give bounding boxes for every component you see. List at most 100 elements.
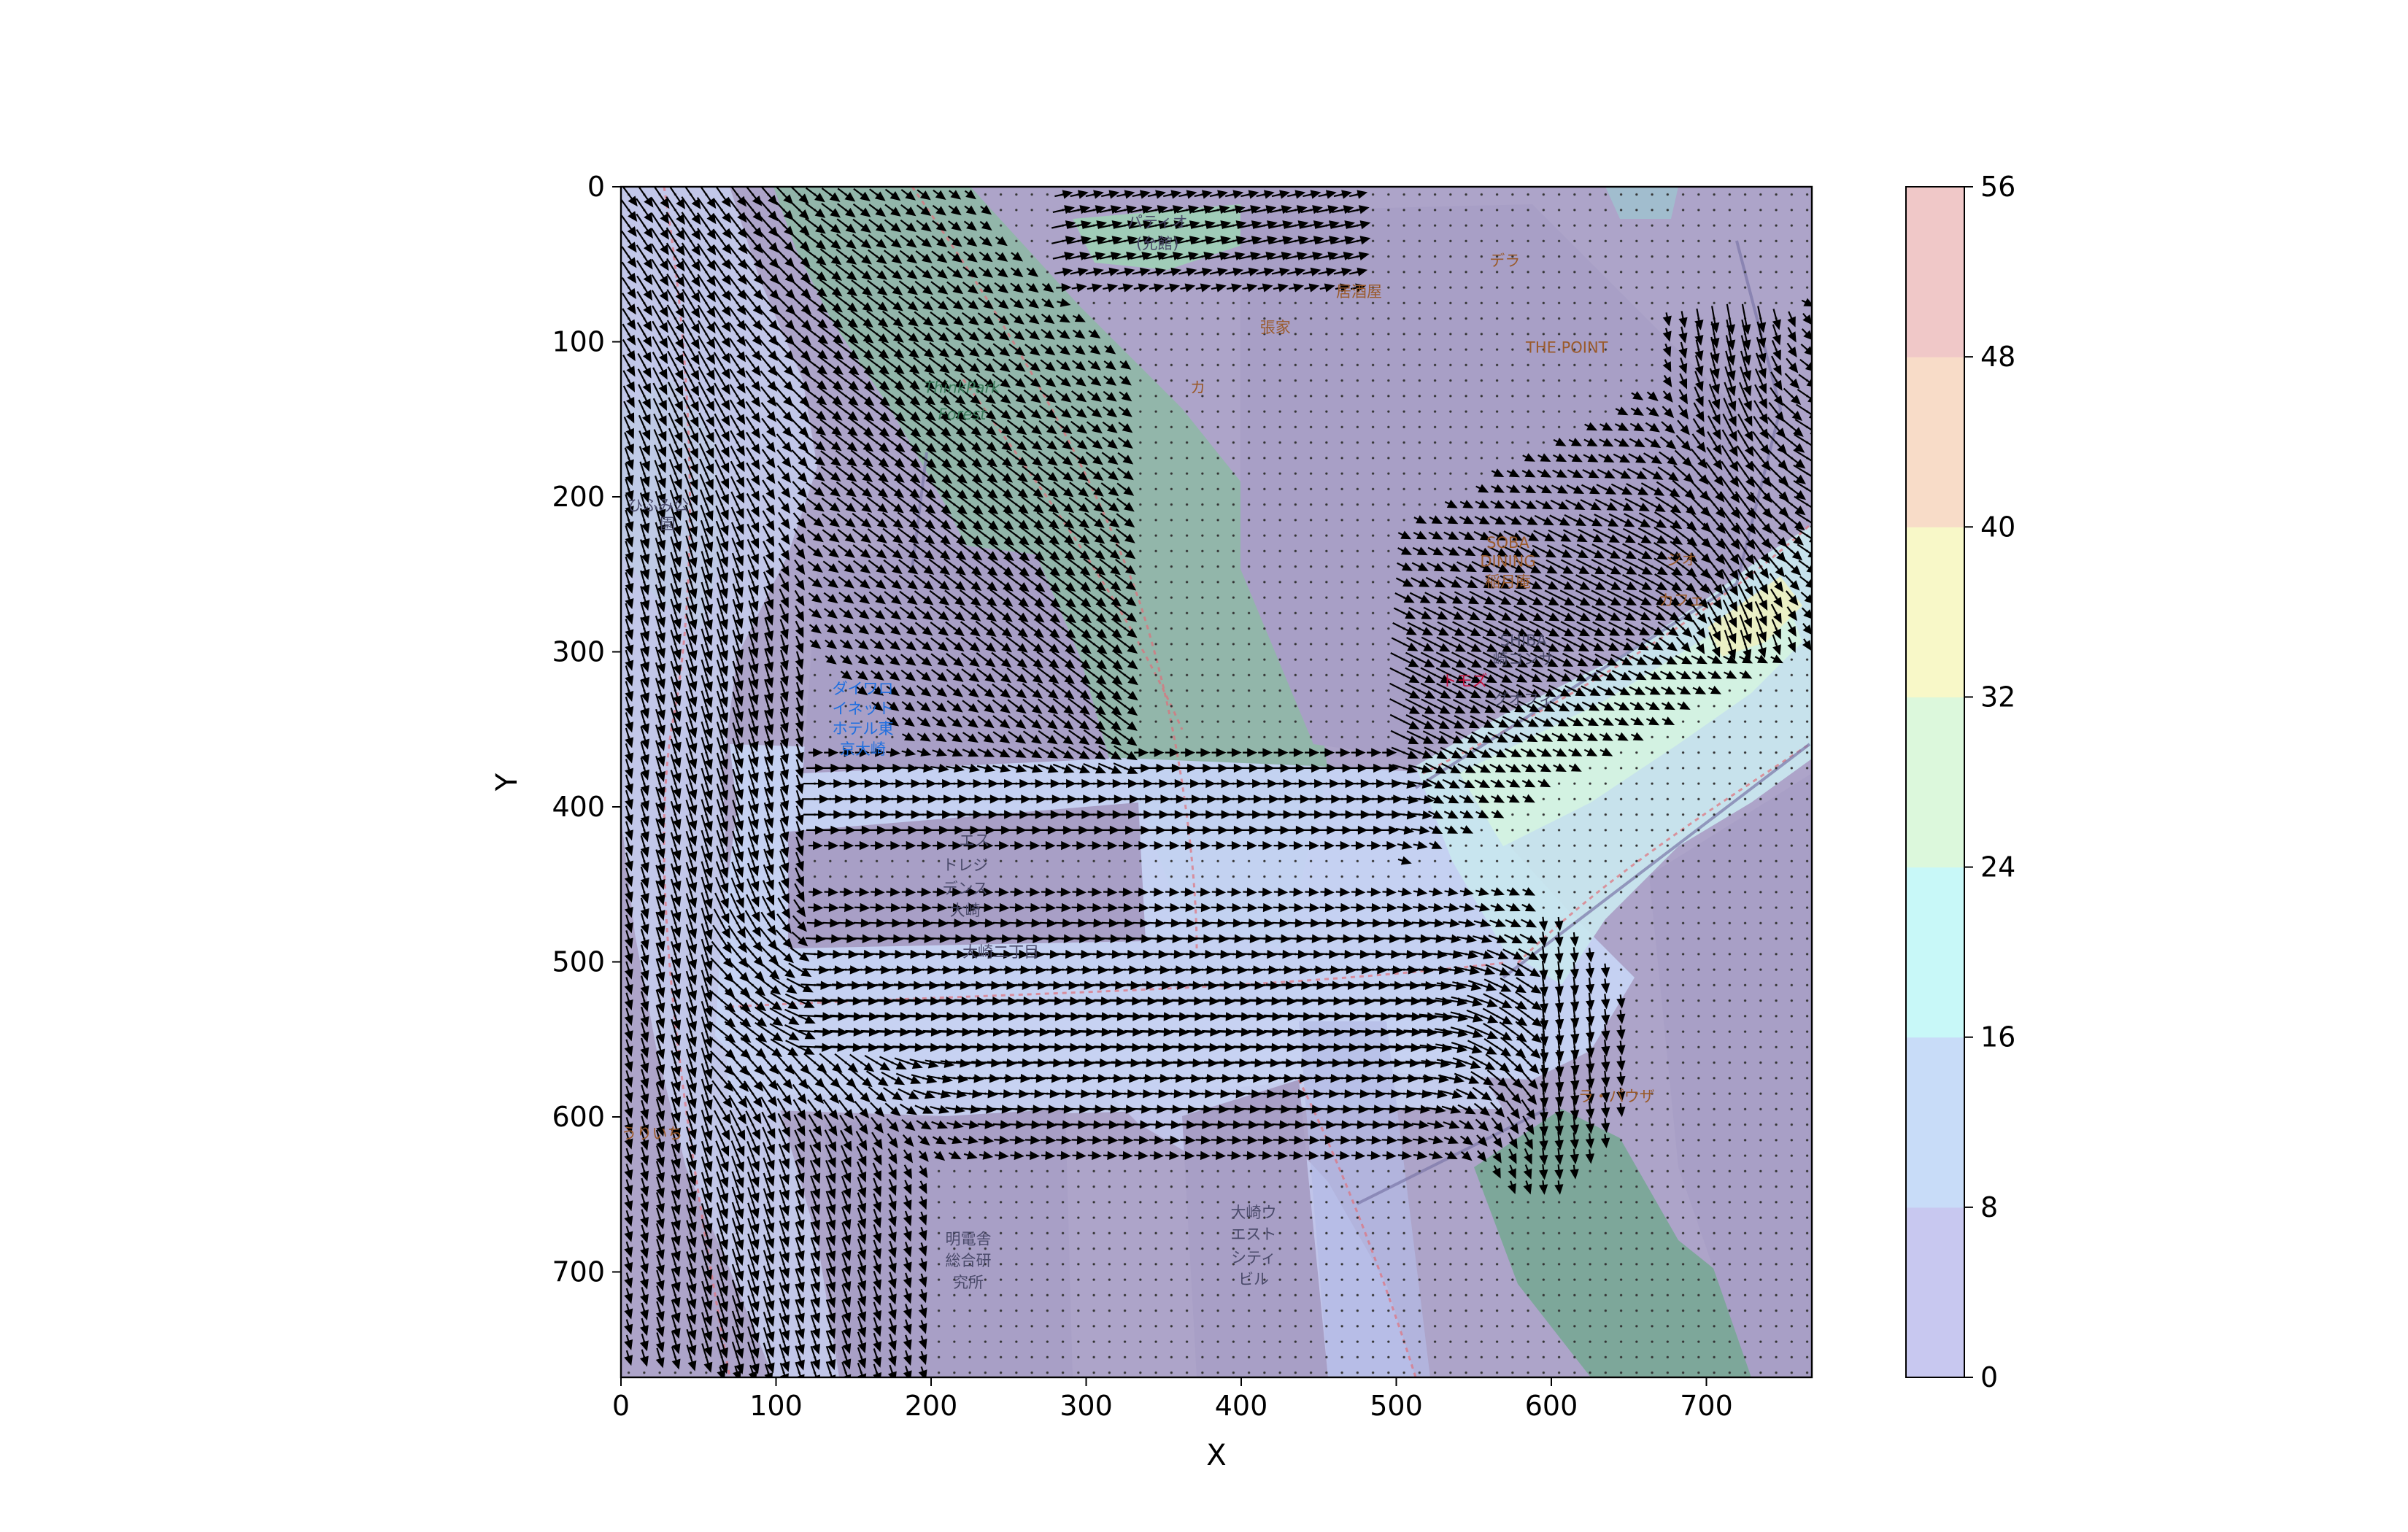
vector-arrow	[1519, 732, 1538, 743]
vector-arrow	[901, 1118, 916, 1131]
vector-arrow	[918, 1196, 927, 1210]
vector-arrow	[740, 1037, 767, 1059]
vector-arrow	[918, 1320, 927, 1334]
vector-arrow	[946, 296, 964, 310]
vector-arrow	[763, 786, 774, 813]
vector-arrow	[911, 448, 937, 468]
vector-arrow	[701, 1327, 713, 1358]
vector-arrow	[1554, 1180, 1564, 1195]
vector-arrow	[960, 357, 981, 374]
vector-arrow	[670, 878, 682, 908]
vector-arrow	[652, 352, 668, 380]
vector-arrow	[716, 659, 729, 692]
vector-arrow	[1485, 575, 1510, 589]
vector-arrow	[903, 1195, 912, 1211]
vector-arrow	[1517, 1052, 1540, 1075]
vector-arrow	[958, 464, 983, 484]
vector-arrow	[1708, 632, 1721, 658]
vector-arrow	[1254, 1089, 1278, 1099]
vector-arrow	[651, 258, 669, 287]
vector-arrow	[748, 616, 759, 643]
vector-arrow	[1741, 303, 1751, 336]
vector-arrow	[992, 764, 1011, 773]
vector-arrow	[1778, 463, 1807, 484]
vector-arrow	[655, 1223, 665, 1245]
vector-arrow	[803, 949, 827, 959]
vector-arrow	[1737, 568, 1753, 597]
vector-arrow	[803, 778, 828, 789]
vector-arrow	[901, 716, 915, 727]
vector-arrow	[962, 251, 978, 263]
vector-arrow	[857, 1254, 867, 1276]
vector-arrow	[666, 274, 684, 303]
vector-arrow	[900, 219, 917, 233]
vector-arrow	[640, 570, 650, 596]
vector-arrow	[640, 1177, 649, 1197]
x-tick-label: 500	[1370, 1390, 1423, 1422]
vector-arrow	[1335, 840, 1351, 851]
vector-arrow	[1211, 1135, 1227, 1145]
vector-arrow	[1086, 1120, 1104, 1129]
vector-arrow	[1237, 220, 1262, 230]
vector-arrow	[1707, 415, 1721, 441]
vector-arrow	[895, 449, 921, 468]
vector-arrow	[640, 1271, 649, 1290]
vector-arrow	[1755, 616, 1767, 643]
vector-arrow	[1454, 715, 1480, 729]
vector-arrow	[1210, 918, 1228, 928]
vector-arrow	[682, 273, 701, 303]
vector-arrow	[1348, 267, 1368, 276]
vector-arrow	[1100, 267, 1120, 276]
vector-arrow	[1114, 589, 1137, 607]
vector-arrow	[974, 1089, 998, 1099]
vector-arrow	[1346, 810, 1371, 819]
vector-arrow	[960, 621, 981, 637]
vector-arrow	[1513, 605, 1545, 622]
vector-arrow	[943, 387, 966, 405]
vector-arrow	[1282, 794, 1311, 804]
vector-arrow	[883, 934, 904, 943]
vector-arrow	[809, 887, 823, 897]
vector-arrow	[1466, 1009, 1499, 1024]
vector-arrow	[1690, 448, 1707, 469]
vector-arrow	[825, 1361, 836, 1377]
vector-arrow	[670, 754, 682, 784]
x-tick-label: 300	[1060, 1390, 1113, 1422]
vector-arrow	[1551, 732, 1568, 742]
vector-arrow	[779, 1362, 789, 1377]
vector-arrow	[1318, 267, 1337, 276]
vector-arrow	[671, 1346, 681, 1370]
vector-arrow	[884, 763, 903, 773]
vector-arrow	[668, 459, 682, 490]
map-label: 大崎ウ	[1231, 1204, 1277, 1221]
vector-arrow	[1225, 918, 1243, 928]
vector-arrow	[671, 1268, 681, 1293]
vector-arrow	[795, 1268, 805, 1293]
vector-arrow	[640, 586, 650, 611]
vector-arrow	[838, 902, 855, 913]
vector-arrow	[746, 878, 760, 908]
vector-arrow	[748, 662, 759, 690]
vector-arrow	[918, 1258, 927, 1272]
vector-arrow	[747, 569, 759, 596]
vector-arrow	[1559, 589, 1591, 606]
vector-arrow	[1397, 887, 1413, 897]
vector-arrow	[1178, 763, 1197, 773]
vector-arrow	[671, 972, 682, 1000]
vector-arrow	[670, 536, 682, 568]
vector-arrow	[714, 1125, 730, 1157]
vector-arrow	[930, 653, 949, 667]
vector-arrow	[1052, 698, 1075, 715]
vector-arrow	[1691, 670, 1707, 679]
vector-arrow	[640, 897, 649, 920]
vector-arrow	[699, 489, 714, 522]
vector-arrow	[1133, 283, 1149, 293]
vector-arrow	[898, 527, 919, 544]
vector-arrow	[655, 631, 666, 659]
vector-arrow	[873, 1348, 881, 1368]
vector-arrow	[1508, 1180, 1516, 1195]
vector-arrow	[624, 1086, 633, 1104]
vector-arrow	[1223, 251, 1246, 260]
vector-arrow	[1459, 887, 1474, 897]
vector-arrow	[729, 338, 746, 363]
